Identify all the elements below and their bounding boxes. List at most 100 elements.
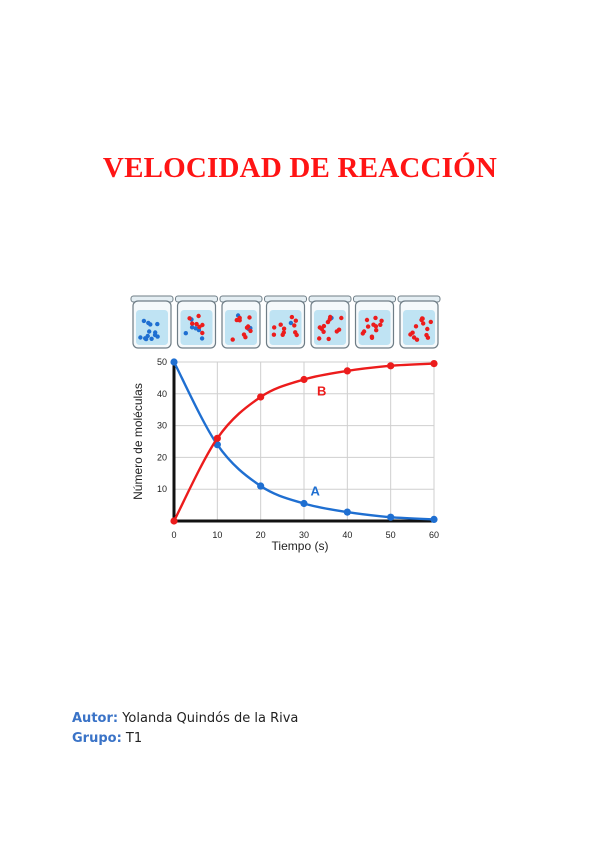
group-value: T1 <box>125 731 143 746</box>
document-title: VELOCIDAD DE REACCIÓN <box>102 152 498 184</box>
series-a-point <box>300 499 308 508</box>
molecule-b <box>243 335 248 340</box>
beaker <box>130 295 174 349</box>
author-name: Yolanda Quindós de la Riva <box>122 711 299 726</box>
molecule-b <box>334 329 339 334</box>
group-label: Grupo: <box>72 731 122 746</box>
chart-axes <box>172 360 435 523</box>
molecule-b <box>361 329 367 334</box>
y-tick-label: 10 <box>157 484 167 494</box>
series-a-point <box>343 508 351 516</box>
beakers-row <box>130 295 441 349</box>
series-a-point <box>430 515 438 524</box>
molecule-a <box>138 335 143 340</box>
x-tick-label: 60 <box>429 530 439 540</box>
molecule-b <box>413 324 419 329</box>
molecule-b <box>247 315 252 320</box>
molecule-b <box>327 317 332 322</box>
molecule-b <box>230 337 235 342</box>
molecule-a <box>145 333 150 339</box>
molecule-b <box>425 326 430 332</box>
x-tick-label: 30 <box>299 530 309 540</box>
molecule-b <box>373 315 378 321</box>
series-b-point <box>213 434 221 442</box>
beaker <box>219 295 263 349</box>
molecule-b <box>428 319 433 325</box>
molecule-b <box>197 324 202 330</box>
y-tick-label: 40 <box>157 389 167 399</box>
series-b-point <box>343 367 351 375</box>
molecule-b <box>194 321 199 327</box>
molecule-b <box>408 332 413 337</box>
molecule-b <box>293 318 298 323</box>
molecule-b <box>289 314 295 320</box>
molecule-b <box>421 321 426 326</box>
series-b-point <box>430 359 438 368</box>
y-axis-title: Número de moléculas <box>131 383 145 500</box>
series-b-point <box>300 375 308 384</box>
molecule-b <box>317 336 322 341</box>
molecule-a <box>183 331 188 336</box>
x-axis-title: Tiempo (s) <box>272 539 329 553</box>
series-b-point <box>387 362 395 370</box>
beaker <box>175 295 218 349</box>
molecule-b <box>374 328 379 333</box>
molecule-a <box>189 325 195 330</box>
group-line: Grupo: T1 <box>72 731 142 746</box>
molecule-b <box>414 337 420 342</box>
molecule-b <box>378 322 383 327</box>
reaction-rate-figure: 0 10 20 30 40 50 60 10 20 30 40 50 Tiempo (s) Número … <box>130 290 450 562</box>
molecule-b <box>292 323 297 328</box>
x-tick-label: 20 <box>256 530 266 540</box>
molecule-b <box>281 326 287 331</box>
molecule-b <box>420 316 425 321</box>
beaker <box>353 295 396 349</box>
molecule-b <box>319 326 324 332</box>
molecule-b <box>425 335 431 340</box>
molecule-b <box>278 322 283 327</box>
molecule-b <box>379 318 384 323</box>
molecule-a <box>149 336 154 341</box>
molecule-a <box>193 326 198 331</box>
molecule-b <box>293 330 298 335</box>
author-label: Autor: <box>72 711 119 726</box>
molecule-b <box>369 334 375 339</box>
beaker-liquid <box>314 310 346 345</box>
molecule-a <box>141 318 147 324</box>
series-a-point <box>170 358 178 366</box>
molecule-b <box>196 313 201 319</box>
molecule-b <box>373 324 379 329</box>
beaker <box>264 295 307 349</box>
molecule-b <box>200 330 205 336</box>
series-b-label: B <box>317 383 326 398</box>
molecule-a <box>146 320 151 326</box>
series-a-point <box>387 513 395 521</box>
series-b-point <box>257 393 265 401</box>
chart-grid <box>173 361 435 522</box>
molecule-b <box>234 317 239 323</box>
x-tick-label: 0 <box>171 530 176 540</box>
y-tick-label: 20 <box>157 452 167 462</box>
beaker <box>308 295 352 349</box>
molecule-a <box>288 320 294 326</box>
y-tick-label: 30 <box>157 421 167 431</box>
x-tick-label: 50 <box>386 530 396 540</box>
series-b-point <box>170 517 178 525</box>
reaction-rate-chart: 0 10 20 30 40 50 60 10 20 30 40 50 Tiempo (s) Número … <box>130 295 441 553</box>
chart-labels: 0 10 20 30 40 50 60 10 20 30 40 50 Tiempo (s) Número … <box>131 357 439 553</box>
chart-series <box>170 358 438 525</box>
series-a-point <box>257 482 265 490</box>
molecule-a <box>155 321 160 327</box>
molecule-b <box>339 315 344 321</box>
y-tick-label: 50 <box>157 357 167 367</box>
series-a-label: A <box>311 484 321 499</box>
molecule-a <box>199 336 205 341</box>
x-tick-label: 40 <box>342 530 352 540</box>
author-line: Autor: Yolanda Quindós de la Riva <box>72 711 298 726</box>
molecule-b <box>280 332 285 337</box>
molecule-b <box>190 321 195 326</box>
x-tick-label: 10 <box>212 530 222 540</box>
molecule-b <box>365 324 371 329</box>
molecule-b <box>364 317 370 323</box>
molecule-b <box>271 332 277 337</box>
